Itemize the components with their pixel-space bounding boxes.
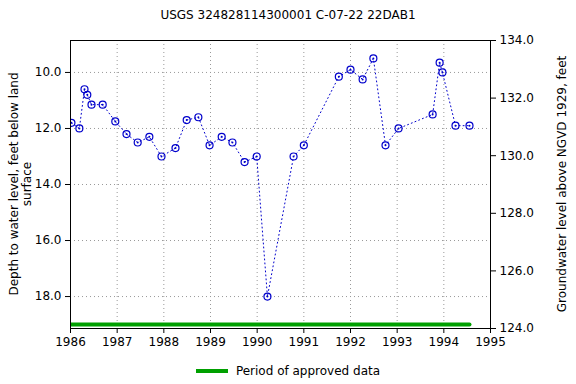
svg-text:124.0: 124.0 [500, 321, 534, 335]
svg-text:1989: 1989 [195, 335, 226, 349]
svg-text:130.0: 130.0 [500, 149, 534, 163]
svg-text:1990: 1990 [242, 335, 273, 349]
svg-text:1994: 1994 [429, 335, 460, 349]
svg-text:12.0: 12.0 [35, 121, 62, 135]
html-text:USGS 324828114300001 C-07-22 2: USGS 324828114300001 C-07-22 22DAB1 [160, 8, 416, 22]
svg-text:1988: 1988 [149, 335, 180, 349]
html-text:Period of approved data: Period of approved data [235, 364, 381, 378]
svg-text:126.0: 126.0 [500, 264, 534, 278]
svg-text:1993: 1993 [382, 335, 413, 349]
svg-text:surface: surface [20, 162, 34, 206]
svg-text:128.0: 128.0 [500, 206, 534, 220]
svg-text:1992: 1992 [335, 335, 366, 349]
svg-text:1986: 1986 [55, 335, 86, 349]
svg-text:Groundwater level above NGVD 1: Groundwater level above NGVD 1929, feet [555, 55, 569, 312]
svg-text:1991: 1991 [289, 335, 320, 349]
svg-text:1987: 1987 [102, 335, 133, 349]
svg-text:14.0: 14.0 [35, 177, 62, 191]
svg-text:134.0: 134.0 [500, 33, 534, 47]
svg-text:18.0: 18.0 [35, 289, 62, 303]
svg-text:132.0: 132.0 [500, 91, 534, 105]
svg-text:Depth to water level, feet bel: Depth to water level, feet below land [7, 72, 21, 295]
svg-text:10.0: 10.0 [35, 65, 62, 79]
svg-text:1995: 1995 [475, 335, 506, 349]
svg-text:16.0: 16.0 [35, 233, 62, 247]
